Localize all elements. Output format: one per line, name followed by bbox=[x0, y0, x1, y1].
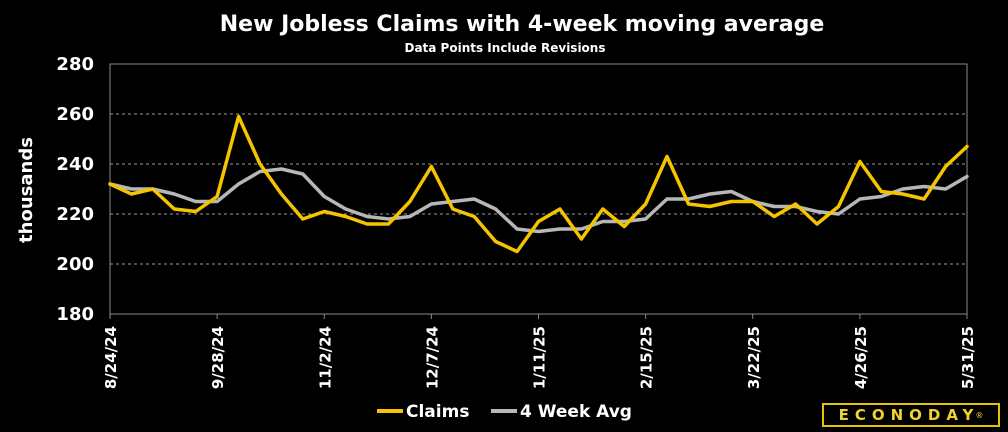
x-tick-label: 1/11/25 bbox=[531, 326, 549, 389]
logo-registered-mark: ® bbox=[975, 410, 984, 420]
y-tick-label: 220 bbox=[56, 204, 94, 225]
y-tick-label: 240 bbox=[56, 154, 94, 175]
x-tick-label: 12/7/24 bbox=[423, 326, 441, 389]
x-tick-label: 3/22/25 bbox=[745, 326, 763, 389]
chart-subtitle: Data Points Include Revisions bbox=[404, 41, 605, 55]
legend-claims-label: Claims bbox=[406, 402, 469, 422]
series-line-4-week-avg bbox=[108, 167, 969, 234]
series-lines bbox=[108, 114, 969, 254]
series-line-claims bbox=[108, 114, 969, 254]
x-tick-label: 4/26/25 bbox=[852, 326, 870, 389]
x-tick-labels: 8/24/24 9/28/24 11/2/24 12/7/24 1/11/25 2/15/… bbox=[102, 314, 977, 389]
logo-text: ECONODAY bbox=[838, 406, 980, 424]
chart-title: New Jobless Claims with 4-week moving av… bbox=[220, 12, 824, 37]
y-axis-label: thousands bbox=[16, 137, 37, 243]
plot-area bbox=[109, 63, 968, 315]
x-tick-label: 9/28/24 bbox=[209, 326, 227, 389]
legend-avg-label: 4 Week Avg bbox=[520, 402, 632, 422]
econoday-logo: ECONODAY ® bbox=[822, 403, 1000, 427]
x-tick-label: 5/31/25 bbox=[959, 326, 977, 389]
legend: Claims 4 Week Avg bbox=[377, 402, 632, 422]
x-tick-label: 2/15/25 bbox=[638, 326, 656, 389]
x-tick-label: 11/2/24 bbox=[316, 326, 334, 389]
y-tick-label: 260 bbox=[56, 104, 94, 125]
y-tick-label: 180 bbox=[56, 304, 94, 325]
y-tick-label: 280 bbox=[56, 54, 94, 75]
y-tick-label: 200 bbox=[56, 254, 94, 275]
x-tick-label: 8/24/24 bbox=[102, 326, 120, 389]
y-tick-labels: 180 200 220 240 260 280 bbox=[56, 54, 94, 325]
